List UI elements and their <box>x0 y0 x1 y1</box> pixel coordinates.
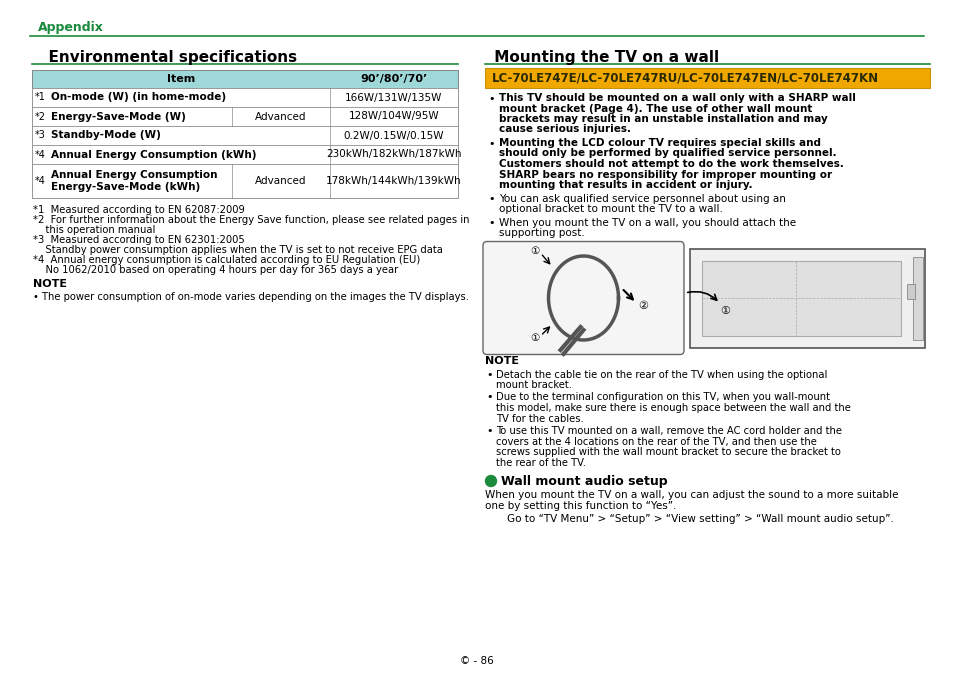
Text: NOTE: NOTE <box>33 279 67 289</box>
Text: You can ask qualified service personnel about using an: You can ask qualified service personnel … <box>498 194 785 203</box>
Bar <box>689 248 924 348</box>
Text: optional bracket to mount the TV to a wall.: optional bracket to mount the TV to a wa… <box>498 204 722 214</box>
Text: 230kWh/182kWh/187kWh: 230kWh/182kWh/187kWh <box>326 149 461 159</box>
Bar <box>912 256 923 340</box>
Text: screws supplied with the wall mount bracket to secure the bracket to: screws supplied with the wall mount brac… <box>496 447 840 457</box>
Text: brackets may result in an unstable installation and may: brackets may result in an unstable insta… <box>498 114 827 124</box>
Text: •: • <box>485 426 492 436</box>
Text: Due to the terminal configuration on this TV, when you wall-mount: Due to the terminal configuration on thi… <box>496 392 829 402</box>
Text: *4  Annual energy consumption is calculated according to EU Regulation (EU): *4 Annual energy consumption is calculat… <box>33 255 420 265</box>
Text: •: • <box>488 219 494 229</box>
Text: one by setting this function to “Yes”.: one by setting this function to “Yes”. <box>484 501 676 511</box>
Text: Mounting the TV on a wall: Mounting the TV on a wall <box>489 50 719 65</box>
Text: *2: *2 <box>35 111 46 121</box>
Text: ①: ① <box>529 246 538 256</box>
Text: 0.2W/0.15W/0.15W: 0.2W/0.15W/0.15W <box>343 130 444 140</box>
Text: LC-70LE747E/LC-70LE747RU/LC-70LE747EN/LC-70LE747KN: LC-70LE747E/LC-70LE747RU/LC-70LE747EN/LC… <box>492 72 879 84</box>
Text: Advanced: Advanced <box>255 111 307 121</box>
Text: should only be performed by qualified service personnel.: should only be performed by qualified se… <box>498 148 836 159</box>
Circle shape <box>485 475 496 487</box>
Text: *1: *1 <box>35 92 46 103</box>
Text: Standby power consumption applies when the TV is set to not receive EPG data: Standby power consumption applies when t… <box>33 245 442 255</box>
Text: • The power consumption of on-mode varies depending on the images the TV display: • The power consumption of on-mode varie… <box>33 292 469 302</box>
Text: supporting post.: supporting post. <box>498 228 584 238</box>
Bar <box>32 70 457 88</box>
Text: •: • <box>488 194 494 205</box>
Bar <box>484 68 929 88</box>
Text: Detach the cable tie on the rear of the TV when using the optional: Detach the cable tie on the rear of the … <box>496 369 826 379</box>
Text: Standby-Mode (W): Standby-Mode (W) <box>51 130 161 140</box>
Text: Mounting the LCD colour TV requires special skills and: Mounting the LCD colour TV requires spec… <box>498 138 821 148</box>
Text: SHARP bears no responsibility for improper mounting or: SHARP bears no responsibility for improp… <box>498 169 831 180</box>
Bar <box>906 284 914 298</box>
Text: 166W/131W/135W: 166W/131W/135W <box>345 92 442 103</box>
Text: Energy-Save-Mode (W): Energy-Save-Mode (W) <box>51 111 186 121</box>
Text: When you mount the TV on a wall, you should attach the: When you mount the TV on a wall, you sho… <box>498 217 796 227</box>
Text: ①: ① <box>720 306 729 315</box>
Bar <box>32 88 457 107</box>
Text: Appendix: Appendix <box>38 22 104 34</box>
Text: When you mount the TV on a wall, you can adjust the sound to a more suitable: When you mount the TV on a wall, you can… <box>484 490 898 500</box>
Text: Annual Energy Consumption (kWh): Annual Energy Consumption (kWh) <box>51 149 256 159</box>
Text: No 1062/2010 based on operating 4 hours per day for 365 days a year: No 1062/2010 based on operating 4 hours … <box>33 265 397 275</box>
Text: TV for the cables.: TV for the cables. <box>496 414 583 423</box>
Text: 90’/80’/70’: 90’/80’/70’ <box>360 74 427 84</box>
Text: 178kWh/144kWh/139kWh: 178kWh/144kWh/139kWh <box>326 176 461 186</box>
Text: this operation manual: this operation manual <box>33 225 155 235</box>
Text: Environmental specifications: Environmental specifications <box>38 50 296 65</box>
Bar <box>32 70 457 198</box>
Bar <box>32 126 457 145</box>
Text: *4: *4 <box>35 176 46 186</box>
Text: •: • <box>488 94 494 104</box>
Text: Customers should not attempt to do the work themselves.: Customers should not attempt to do the w… <box>498 159 843 169</box>
Text: mount bracket.: mount bracket. <box>496 380 572 390</box>
Text: NOTE: NOTE <box>484 356 518 367</box>
Text: ②: ② <box>638 301 648 311</box>
Bar <box>32 145 457 164</box>
Bar <box>701 261 900 335</box>
FancyBboxPatch shape <box>482 242 683 354</box>
Text: mounting that results in accident or injury.: mounting that results in accident or inj… <box>498 180 752 190</box>
Text: cause serious injuries.: cause serious injuries. <box>498 124 630 134</box>
Text: *1  Measured according to EN 62087:2009: *1 Measured according to EN 62087:2009 <box>33 205 245 215</box>
Text: 128W/104W/95W: 128W/104W/95W <box>349 111 438 121</box>
Text: covers at the 4 locations on the rear of the TV, and then use the: covers at the 4 locations on the rear of… <box>496 437 816 446</box>
Text: Energy-Save-Mode (kWh): Energy-Save-Mode (kWh) <box>51 182 200 192</box>
Bar <box>32 164 457 198</box>
Bar <box>32 107 457 126</box>
Text: *4: *4 <box>35 149 46 159</box>
Text: This TV should be mounted on a wall only with a SHARP wall: This TV should be mounted on a wall only… <box>498 93 855 103</box>
Text: •: • <box>485 369 492 379</box>
Text: this model, make sure there is enough space between the wall and the: this model, make sure there is enough sp… <box>496 403 850 413</box>
Text: Advanced: Advanced <box>255 176 307 186</box>
Text: On-mode (W) (in home-mode): On-mode (W) (in home-mode) <box>51 92 226 103</box>
Text: Wall mount audio setup: Wall mount audio setup <box>500 475 667 488</box>
Text: mount bracket (Page 4). The use of other wall mount: mount bracket (Page 4). The use of other… <box>498 103 812 113</box>
Text: Go to “TV Menu” > “Setup” > “View setting” > “Wall mount audio setup”.: Go to “TV Menu” > “Setup” > “View settin… <box>506 514 893 524</box>
Text: •: • <box>488 139 494 149</box>
Text: *3  Measured according to EN 62301:2005: *3 Measured according to EN 62301:2005 <box>33 235 245 245</box>
Text: Item: Item <box>167 74 195 84</box>
Text: the rear of the TV.: the rear of the TV. <box>496 458 585 468</box>
Text: To use this TV mounted on a wall, remove the AC cord holder and the: To use this TV mounted on a wall, remove… <box>496 426 841 436</box>
Text: *2  For further information about the Energy Save function, please see related p: *2 For further information about the Ene… <box>33 215 469 225</box>
Text: ①: ① <box>529 333 538 343</box>
Text: © - 86: © - 86 <box>459 656 494 666</box>
Text: *3: *3 <box>35 130 46 140</box>
Text: •: • <box>485 392 492 402</box>
Text: Annual Energy Consumption: Annual Energy Consumption <box>51 170 217 180</box>
